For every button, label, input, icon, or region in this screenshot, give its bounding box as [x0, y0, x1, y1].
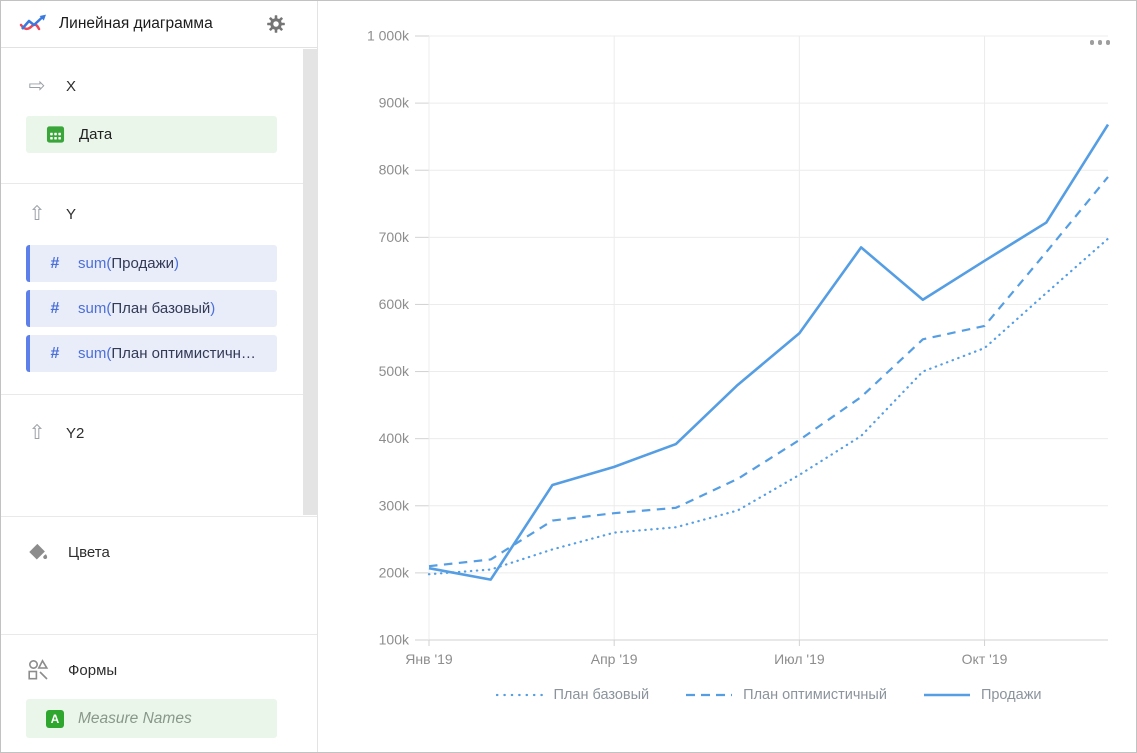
legend-item-dotted[interactable]: План базовый [495, 687, 650, 703]
series-solid [428, 123, 1110, 581]
section-x-label: X [66, 77, 77, 95]
dot [1089, 40, 1094, 45]
legend-sample-dotted [495, 693, 544, 697]
line-chart-logo-icon [19, 14, 46, 31]
chart-menu-button[interactable] [1088, 38, 1113, 47]
section-shapes-header: Формы [26, 657, 117, 683]
y-field-chip-plan-base[interactable]: # sum(План базовый) [26, 290, 277, 327]
calendar-icon [46, 126, 65, 143]
chart-panel: 100k 200k 300k 400k 500k 600k 700k 800k 900k 1 00… [318, 1, 1136, 752]
legend-item-dashed[interactable]: План оптимистичный [685, 687, 887, 703]
section-divider [1, 634, 317, 635]
x-field-name: Дата [79, 126, 113, 143]
formula-suffix: ) [210, 300, 216, 317]
section-colors-header: Цвета [26, 539, 110, 565]
svg-text:500k: 500k [379, 363, 410, 379]
svg-text:100k: 100k [379, 632, 410, 648]
settings-button[interactable] [265, 13, 287, 35]
section-x-header: ⇨ X [26, 73, 76, 99]
legend-item-solid[interactable]: Продажи [923, 687, 1042, 703]
chart-legend: План базовый План оптимистичный Продажи [429, 687, 1108, 703]
svg-text:800k: 800k [379, 162, 410, 178]
field-name: План оптимистичн… [111, 345, 256, 362]
field-name: План базовый [111, 300, 211, 317]
measure-accent-bar [26, 335, 30, 372]
svg-text:Янв '19: Янв '19 [405, 651, 453, 667]
measure-names-icon: A [46, 709, 64, 728]
line-chart-svg: 100k 200k 300k 400k 500k 600k 700k 800k 900k 1 00… [367, 28, 1110, 667]
svg-text:300k: 300k [379, 497, 410, 513]
number-field-icon: # [50, 344, 60, 362]
section-colors-label: Цвета [68, 543, 110, 561]
svg-text:Апр '19: Апр '19 [591, 651, 638, 667]
number-field-icon: # [50, 299, 60, 317]
shapes-icon [26, 658, 50, 682]
svg-text:200k: 200k [379, 564, 410, 580]
series-dotted [427, 237, 1110, 576]
formula-prefix: sum( [78, 255, 112, 272]
x-field-chip-date[interactable]: Дата [26, 116, 277, 153]
svg-text:1 000k: 1 000k [367, 28, 410, 44]
y-axis-arrow-icon: ⇧ [28, 203, 46, 225]
svg-text:900k: 900k [379, 95, 410, 111]
section-y2-header: ⇧ Y2 [26, 420, 85, 446]
legend-sample-dashed [686, 693, 733, 697]
formula-prefix: sum( [78, 345, 112, 362]
svg-text:Июл '19: Июл '19 [774, 651, 825, 667]
number-field-icon: # [50, 254, 60, 272]
field-name: Продажи [111, 255, 174, 272]
measure-accent-bar [26, 290, 30, 327]
y-field-chip-sales[interactable]: # sum(Продажи) [26, 245, 277, 282]
section-y-label: Y [66, 205, 77, 223]
y2-axis-arrow-icon: ⇧ [28, 422, 46, 444]
svg-text:Окт '19: Окт '19 [962, 651, 1008, 667]
measure-accent-bar [26, 245, 30, 282]
chart-type-title: Линейная диаграмма [59, 15, 213, 32]
section-shapes-label: Формы [68, 661, 118, 679]
y-field-chip-plan-optimistic[interactable]: # sum(План оптимистичн… [26, 335, 277, 372]
section-divider [1, 394, 317, 395]
sidebar: Линейная диаграмма [1, 1, 318, 752]
y-field-name: sum(План базовый) [78, 300, 215, 317]
shapes-field-chip-measure-names[interactable]: A Measure Names [26, 699, 277, 738]
legend-sample-solid [923, 693, 970, 697]
shapes-field-name: Measure Names [78, 709, 192, 727]
section-divider [1, 516, 317, 517]
sidebar-header: Линейная диаграмма [1, 1, 317, 48]
dot [1097, 40, 1102, 45]
dot [1105, 40, 1110, 45]
x-axis-arrow-icon: ⇨ [28, 75, 46, 97]
svg-text:700k: 700k [379, 229, 410, 245]
legend-label: План базовый [553, 687, 650, 703]
section-y2-label: Y2 [66, 424, 85, 442]
section-y-header: ⇧ Y [26, 201, 76, 227]
y-field-name: sum(План оптимистичн… [78, 345, 256, 362]
section-divider [1, 183, 317, 184]
legend-label: Продажи [980, 687, 1042, 703]
legend-label: План оптимистичный [743, 687, 887, 703]
sidebar-scrollbar[interactable] [303, 49, 318, 515]
svg-text:600k: 600k [379, 296, 410, 312]
formula-prefix: sum( [78, 300, 112, 317]
formula-suffix: ) [174, 255, 179, 272]
svg-text:400k: 400k [379, 430, 410, 446]
y-field-name: sum(Продажи) [78, 255, 179, 272]
paint-bucket-icon [26, 541, 50, 563]
series-dashed [428, 176, 1109, 568]
gear-icon [267, 15, 285, 33]
